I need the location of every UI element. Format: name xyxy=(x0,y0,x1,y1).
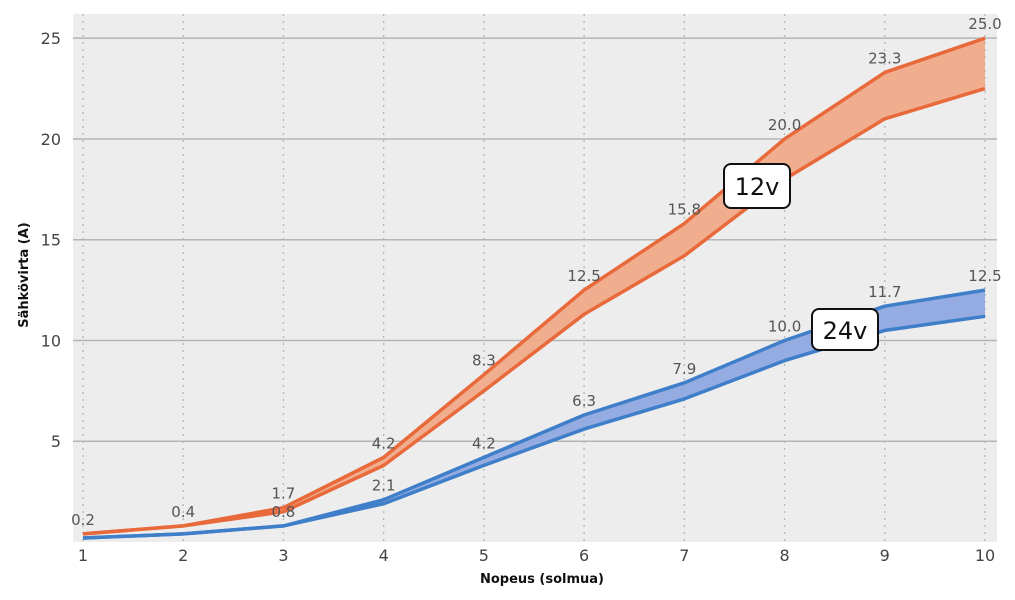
y-tick-label: 5 xyxy=(51,432,61,451)
x-tick-label: 2 xyxy=(178,546,188,565)
series-12v-lower-line xyxy=(82,86,986,536)
x-tick-label: 9 xyxy=(880,546,890,565)
callout-12v: 12v xyxy=(723,163,791,209)
x-tick-label: 10 xyxy=(975,546,995,565)
x-axis-title: Nopeus (solmua) xyxy=(480,572,604,587)
callout-24v-box xyxy=(811,308,879,351)
x-tick-label: 6 xyxy=(579,546,589,565)
data-label-12v: 0.4 xyxy=(171,503,195,521)
y-axis-title: Sähkövirta (A) xyxy=(17,222,32,327)
y-tick-label: 20 xyxy=(41,130,61,149)
y-tick-label: 15 xyxy=(41,231,61,250)
x-tick-label: 8 xyxy=(779,546,789,565)
data-labels: 0.2 0.4 1.7 4.2 8.3 12.5 15.8 20.0 23.3 25.0 0.8 2.… xyxy=(71,15,1002,529)
data-label-12v: 23.3 xyxy=(868,49,901,67)
data-label-24v: 11.7 xyxy=(868,283,901,301)
data-label-12v: 15.8 xyxy=(668,201,701,219)
series-12v-upper-line xyxy=(82,36,986,536)
callout-12v-box xyxy=(723,163,791,209)
y-tick-label: 10 xyxy=(41,331,61,350)
data-label-24v: 6.3 xyxy=(572,392,596,410)
data-label-12v: 20.0 xyxy=(768,116,801,134)
data-label-12v: 1.7 xyxy=(272,485,296,503)
data-label-12v: 4.2 xyxy=(372,434,396,452)
data-label-24v: 12.5 xyxy=(968,267,1001,285)
data-label-12v: 25.0 xyxy=(968,15,1001,33)
x-tick-label: 4 xyxy=(379,546,389,565)
x-tick-label: 7 xyxy=(679,546,689,565)
data-label-24v: 4.2 xyxy=(472,434,496,452)
x-tick-label: 5 xyxy=(479,546,489,565)
data-label-24v: 7.9 xyxy=(672,360,696,378)
y-tick-label: 25 xyxy=(41,29,61,48)
data-label-12v: 8.3 xyxy=(472,352,496,370)
callout-24v: 24v xyxy=(811,308,879,351)
x-tick-labels: 1 2 3 4 5 6 7 8 9 10 xyxy=(78,546,995,565)
x-tick-label: 1 xyxy=(78,546,88,565)
data-label-12v: 12.5 xyxy=(567,267,600,285)
x-tick-label: 3 xyxy=(278,546,288,565)
callout-12v-label: 12v xyxy=(735,173,780,201)
data-label-12v: 0.2 xyxy=(71,511,95,529)
callout-24v-label: 24v xyxy=(823,317,868,345)
y-tick-labels: 5 10 15 20 25 xyxy=(41,29,61,451)
data-label-24v: 10.0 xyxy=(768,317,801,335)
data-label-24v: 2.1 xyxy=(372,477,396,495)
data-label-24v: 0.8 xyxy=(272,503,296,521)
